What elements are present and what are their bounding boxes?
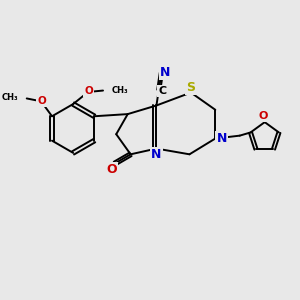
Text: O: O [259,111,268,122]
Text: S: S [186,81,195,94]
Text: CH₃: CH₃ [112,86,128,95]
Text: N: N [151,148,162,161]
Text: N: N [217,132,227,145]
Text: O: O [84,86,93,96]
Text: N: N [160,66,170,79]
Text: O: O [37,96,46,106]
Text: CH₃: CH₃ [2,93,19,102]
Text: C: C [158,86,166,96]
Text: O: O [106,163,117,176]
